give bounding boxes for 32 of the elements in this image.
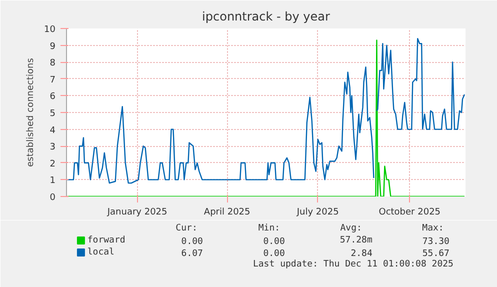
y-tick-label: 10 [44, 25, 56, 35]
y-tick-label: 3 [50, 142, 56, 153]
y-tick-label: 1 [50, 176, 56, 186]
y-tick-label: 8 [50, 58, 56, 69]
x-tick-label: January 2025 [106, 208, 168, 218]
text: 57.28m [340, 236, 372, 246]
text: Last update: Thu Dec 11 01:00:08 2025 [252, 260, 454, 270]
x-tick-label: July 2025 [296, 208, 339, 218]
x-tick-label: October 2025 [378, 208, 441, 218]
y-axis-title: established connections [26, 58, 36, 167]
text: 2.84 [350, 249, 372, 259]
x-tick-label: April 2025 [204, 208, 250, 218]
text: 55.67 [422, 249, 450, 259]
text: 6.07 [181, 249, 203, 259]
legend-label: local [87, 248, 114, 258]
chart-title: ipconntrack - by year [202, 10, 330, 24]
y-tick-label: 0 [50, 193, 56, 203]
text: Max: [422, 224, 444, 234]
text: 0.00 [181, 237, 203, 247]
y-tick-label: 6 [50, 92, 56, 102]
y-tick-label: 4 [50, 126, 56, 136]
text: Cur: [176, 224, 198, 234]
text: 0.00 [263, 237, 285, 247]
text: Min: [258, 224, 280, 234]
text: 0.00 [263, 249, 285, 259]
y-tick-label: 5 [50, 109, 56, 119]
y-tick-label: 9 [50, 42, 56, 52]
legend-label: forward [87, 236, 126, 246]
y-tick-label: 2 [50, 159, 56, 170]
y-tick-label: 7 [50, 75, 56, 86]
text: Avg: [340, 224, 362, 234]
text: 73.30 [422, 237, 450, 247]
